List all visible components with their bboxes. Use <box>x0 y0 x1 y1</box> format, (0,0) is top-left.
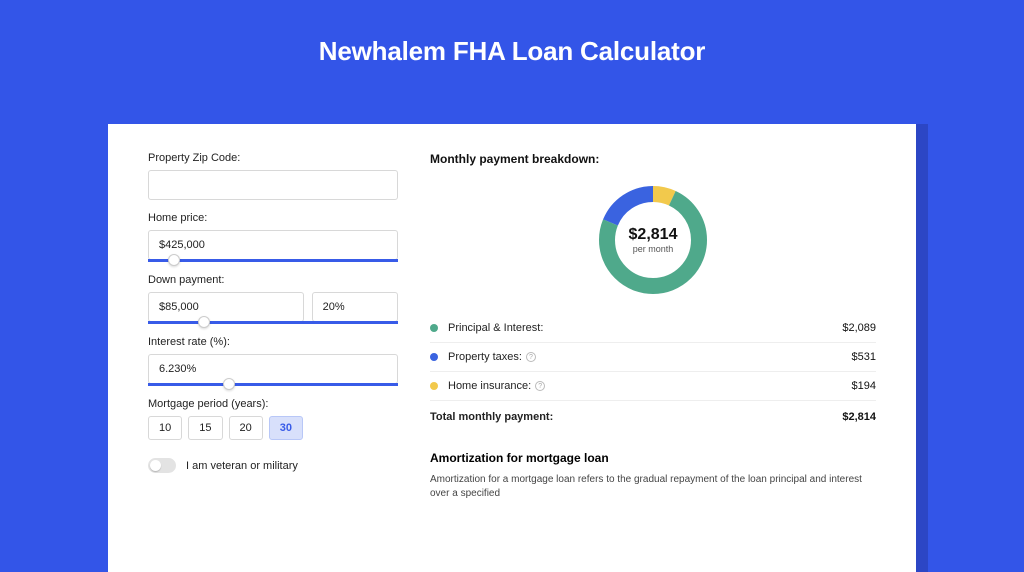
total-value: $2,814 <box>842 411 876 423</box>
interest-group: Interest rate (%): <box>148 336 398 386</box>
breakdown-title: Monthly payment breakdown: <box>430 152 876 166</box>
down-payment-slider[interactable] <box>148 321 398 324</box>
period-group: Mortgage period (years): 10 15 20 30 <box>148 398 398 440</box>
amortization-title: Amortization for mortgage loan <box>430 451 876 465</box>
breakdown-panel: Monthly payment breakdown: $2,814 per mo… <box>430 152 876 572</box>
home-price-label: Home price: <box>148 212 398 224</box>
bullet-insurance <box>430 382 438 390</box>
bullet-taxes <box>430 353 438 361</box>
zip-input[interactable] <box>148 170 398 200</box>
donut-chart: $2,814 per month <box>593 180 713 300</box>
total-label: Total monthly payment: <box>430 411 842 423</box>
period-btn-15[interactable]: 15 <box>188 416 222 440</box>
donut-chart-wrap: $2,814 per month <box>430 176 876 314</box>
down-payment-pct-input[interactable] <box>312 292 398 322</box>
down-payment-label: Down payment: <box>148 274 398 286</box>
form-panel: Property Zip Code: Home price: Down paym… <box>148 152 398 572</box>
legend-label-taxes: Property taxes: ? <box>448 351 852 363</box>
legend-row-insurance: Home insurance: ? $194 <box>430 372 876 401</box>
legend-value-taxes: $531 <box>852 351 876 363</box>
legend-row-taxes: Property taxes: ? $531 <box>430 343 876 372</box>
period-btn-20[interactable]: 20 <box>229 416 263 440</box>
donut-svg <box>593 180 713 300</box>
veteran-toggle[interactable] <box>148 458 176 473</box>
period-options: 10 15 20 30 <box>148 416 398 440</box>
legend-label-insurance: Home insurance: ? <box>448 380 852 392</box>
interest-input[interactable] <box>148 354 398 384</box>
zip-field-group: Property Zip Code: <box>148 152 398 200</box>
bullet-principal <box>430 324 438 332</box>
home-price-group: Home price: <box>148 212 398 262</box>
page-background: Newhalem FHA Loan Calculator Property Zi… <box>0 0 1024 512</box>
interest-slider[interactable] <box>148 383 398 386</box>
legend-value-insurance: $194 <box>852 380 876 392</box>
period-btn-10[interactable]: 10 <box>148 416 182 440</box>
down-payment-group: Down payment: <box>148 274 398 324</box>
page-title: Newhalem FHA Loan Calculator <box>0 0 1024 67</box>
period-btn-30[interactable]: 30 <box>269 416 303 440</box>
zip-label: Property Zip Code: <box>148 152 398 164</box>
legend-label-principal: Principal & Interest: <box>448 322 842 334</box>
down-payment-slider-thumb[interactable] <box>198 316 210 328</box>
veteran-row: I am veteran or military <box>148 458 398 473</box>
legend-value-principal: $2,089 <box>842 322 876 334</box>
amortization-text: Amortization for a mortgage loan refers … <box>430 473 876 501</box>
interest-label: Interest rate (%): <box>148 336 398 348</box>
info-icon[interactable]: ? <box>526 352 536 362</box>
interest-slider-thumb[interactable] <box>223 378 235 390</box>
down-payment-input[interactable] <box>148 292 304 322</box>
home-price-slider-thumb[interactable] <box>168 254 180 266</box>
period-label: Mortgage period (years): <box>148 398 398 410</box>
calculator-card: Property Zip Code: Home price: Down paym… <box>108 124 916 572</box>
home-price-input[interactable] <box>148 230 398 260</box>
legend-row-total: Total monthly payment: $2,814 <box>430 401 876 433</box>
veteran-label: I am veteran or military <box>186 460 298 472</box>
home-price-slider[interactable] <box>148 259 398 262</box>
legend-row-principal: Principal & Interest: $2,089 <box>430 314 876 343</box>
info-icon[interactable]: ? <box>535 381 545 391</box>
